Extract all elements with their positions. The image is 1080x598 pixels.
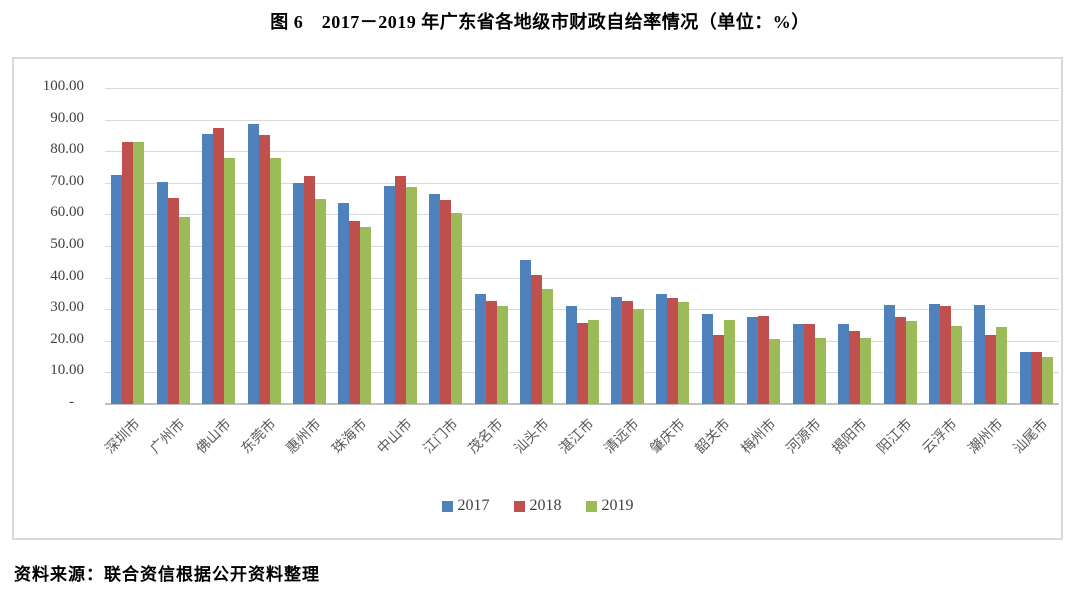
chart-legend: 2017 2018 2019: [14, 497, 1061, 515]
bar-2018-汕头市: [531, 275, 543, 404]
bar-2017-河源市: [792, 324, 804, 404]
bar-2018-肇庆市: [667, 297, 679, 404]
bar-2017-佛山市: [202, 133, 214, 404]
gridline: [105, 151, 1059, 153]
bar-2018-云浮市: [939, 306, 951, 404]
bar-2019-揭阳市: [860, 338, 872, 404]
bar-2018-韶关市: [712, 335, 724, 404]
bar-2017-江门市: [429, 193, 441, 404]
x-axis-line: [105, 403, 1059, 405]
legend-swatch-icon: [441, 500, 453, 512]
y-axis-tick-label: 30.00: [50, 299, 84, 316]
source-note: 资料来源：联合资信根据公开资料整理: [14, 565, 320, 584]
chart-title: 图 6 2017－2019 年广东省各地级市财政自给率情况（单位：%）: [270, 12, 810, 32]
bar-2019-潮州市: [996, 326, 1008, 404]
bar-2019-茂名市: [496, 305, 508, 404]
bar-2017-茂名市: [474, 294, 486, 404]
legend-label: 2019: [601, 497, 634, 514]
bar-2017-汕尾市: [1019, 352, 1031, 404]
bar-2017-揭阳市: [838, 323, 850, 404]
bar-2017-中山市: [383, 185, 395, 404]
bar-2018-揭阳市: [849, 331, 861, 404]
bar-2017-广州市: [156, 181, 168, 404]
bar-2018-汕尾市: [1030, 351, 1042, 404]
y-axis-tick-label: 40.00: [50, 267, 84, 284]
bar-2019-云浮市: [950, 325, 962, 404]
bar-2019-河源市: [814, 338, 826, 404]
chart-area: 2017 2018 2019 - 10.00 20.00 30.00 40.00 50.00 6…: [12, 57, 1063, 540]
bar-2019-江门市: [451, 212, 463, 404]
legend-item-2018: 2018: [513, 497, 562, 515]
gridline: [105, 309, 1059, 311]
gridline: [105, 246, 1059, 247]
bar-2019-阳江市: [905, 320, 917, 404]
legend-item-2019: 2019: [585, 497, 634, 515]
bar-2018-清远市: [621, 300, 633, 404]
gridline: [105, 277, 1059, 279]
legend-label: 2018: [529, 497, 562, 514]
bar-2017-湛江市: [565, 306, 577, 404]
bar-2018-珠海市: [349, 220, 361, 404]
y-axis-tick-label: 70.00: [50, 172, 84, 189]
bar-2017-潮州市: [974, 304, 986, 404]
bar-2017-阳江市: [883, 304, 895, 404]
bar-2017-韶关市: [701, 313, 713, 404]
y-axis-tick-label: -: [69, 394, 74, 410]
y-axis-tick-label: 80.00: [50, 141, 84, 158]
bar-2017-东莞市: [247, 124, 259, 404]
bar-2019-肇庆市: [678, 301, 690, 404]
bar-2019-惠州市: [314, 198, 326, 404]
y-axis-tick-label: 20.00: [50, 330, 84, 347]
legend-label: 2017: [457, 497, 490, 514]
gridline: [105, 88, 1059, 89]
bar-2019-湛江市: [587, 320, 599, 404]
y-axis-tick-label: 10.00: [50, 362, 84, 379]
bar-2019-汕头市: [542, 288, 554, 404]
bar-2018-惠州市: [303, 176, 315, 404]
bar-2018-潮州市: [985, 335, 997, 404]
bar-2018-东莞市: [258, 135, 270, 404]
bar-2017-云浮市: [928, 303, 940, 404]
legend-swatch-icon: [513, 500, 525, 512]
bar-2017-惠州市: [292, 182, 304, 404]
bar-2019-韶关市: [723, 319, 735, 404]
bar-2018-河源市: [803, 324, 815, 404]
y-axis-tick-label: 100.00: [42, 78, 84, 94]
y-axis-tick-label: 90.00: [50, 109, 84, 126]
bar-2019-珠海市: [360, 227, 372, 404]
gridline: [105, 182, 1059, 184]
bar-2019-东莞市: [269, 157, 281, 404]
bar-2019-汕尾市: [1041, 356, 1053, 404]
bar-2018-湛江市: [576, 322, 588, 404]
bar-2019-清远市: [632, 309, 644, 404]
bar-2017-梅州市: [747, 316, 759, 404]
y-axis-tick-label: 50.00: [50, 236, 84, 252]
bar-2017-深圳市: [111, 174, 123, 404]
bar-2019-佛山市: [224, 157, 236, 404]
bar-2019-广州市: [178, 216, 190, 404]
gridline: [105, 214, 1059, 216]
bar-2018-茂名市: [485, 300, 497, 404]
bar-2019-中山市: [405, 186, 417, 404]
legend-swatch-icon: [585, 500, 597, 512]
gridline: [105, 119, 1059, 121]
bar-2017-清远市: [610, 296, 622, 404]
bar-2018-阳江市: [894, 317, 906, 404]
bar-2018-广州市: [167, 198, 179, 404]
bar-2017-肇庆市: [656, 293, 668, 404]
bar-2018-佛山市: [213, 128, 225, 404]
bar-2018-梅州市: [758, 315, 770, 404]
bar-2018-中山市: [394, 175, 406, 404]
legend-item-2017: 2017: [441, 497, 490, 515]
bar-2017-汕头市: [520, 259, 532, 404]
bar-2017-珠海市: [338, 203, 350, 404]
bar-2018-深圳市: [122, 142, 134, 404]
bar-2019-梅州市: [769, 339, 781, 404]
bar-2019-深圳市: [133, 141, 145, 404]
bar-2018-江门市: [440, 200, 452, 404]
y-axis-tick-label: 60.00: [50, 204, 84, 221]
